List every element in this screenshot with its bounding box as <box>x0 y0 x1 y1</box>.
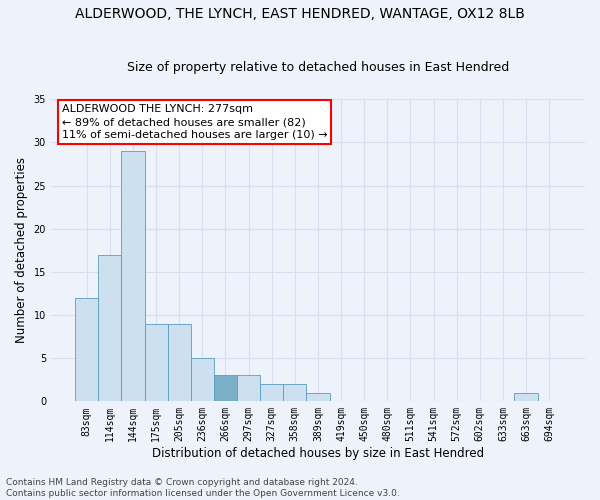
Bar <box>283 384 307 402</box>
Bar <box>214 376 237 402</box>
Bar <box>260 384 283 402</box>
Bar <box>307 392 329 402</box>
Bar <box>167 324 191 402</box>
Bar <box>121 151 145 402</box>
Bar <box>98 254 121 402</box>
Text: ALDERWOOD, THE LYNCH, EAST HENDRED, WANTAGE, OX12 8LB: ALDERWOOD, THE LYNCH, EAST HENDRED, WANT… <box>75 8 525 22</box>
Y-axis label: Number of detached properties: Number of detached properties <box>15 158 28 344</box>
Bar <box>237 376 260 402</box>
Text: ALDERWOOD THE LYNCH: 277sqm
← 89% of detached houses are smaller (82)
11% of sem: ALDERWOOD THE LYNCH: 277sqm ← 89% of det… <box>62 104 327 140</box>
Title: Size of property relative to detached houses in East Hendred: Size of property relative to detached ho… <box>127 62 509 74</box>
Bar <box>191 358 214 402</box>
Bar <box>75 298 98 402</box>
X-axis label: Distribution of detached houses by size in East Hendred: Distribution of detached houses by size … <box>152 447 484 460</box>
Bar <box>145 324 167 402</box>
Bar <box>514 392 538 402</box>
Text: Contains HM Land Registry data © Crown copyright and database right 2024.
Contai: Contains HM Land Registry data © Crown c… <box>6 478 400 498</box>
